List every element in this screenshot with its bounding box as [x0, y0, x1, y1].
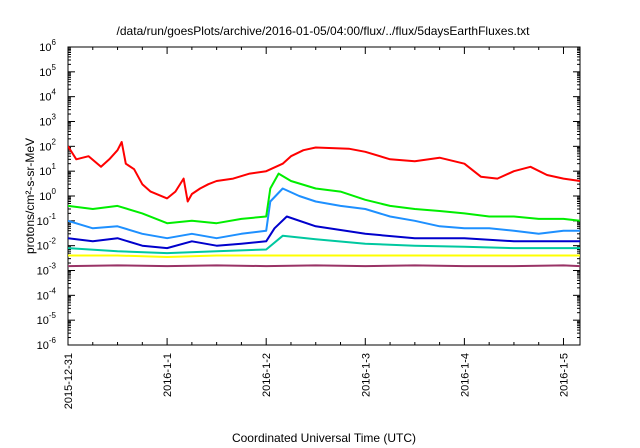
x-tick-label: 2015-12-31 — [63, 353, 75, 409]
y-tick-label: 10-2 — [37, 237, 57, 253]
y-axis-label: protons/cm²-s-sr-MeV — [23, 138, 37, 254]
y-tick-exponent: 0 — [52, 187, 57, 196]
y-tick-label: 10-6 — [37, 336, 57, 352]
y-tick-label: 104 — [39, 88, 56, 104]
y-tick-label: 103 — [39, 113, 56, 129]
flux-series-line-5 — [68, 234, 580, 255]
x-tick-label: 2016-1-4 — [459, 353, 471, 397]
y-tick-exponent: -3 — [49, 262, 57, 271]
series-layer — [68, 141, 580, 268]
y-axis: 10-610-510-410-310-210-11001011021031041… — [37, 38, 580, 352]
y-tick-exponent: -5 — [49, 311, 57, 320]
y-tick-exponent: -6 — [49, 336, 57, 345]
flux-series-line-1 — [68, 141, 580, 203]
x-tick-label: 2016-1-1 — [162, 353, 174, 397]
x-axis: 2015-12-31 2016-1-1 2016-1-2 2016-1-3 2016-1… — [63, 47, 570, 409]
y-tick-exponent: -2 — [49, 237, 57, 246]
y-tick-exponent: 4 — [52, 88, 57, 97]
x-axis-label: Coordinated Universal Time (UTC) — [232, 431, 416, 445]
y-tick-exponent: 1 — [52, 162, 57, 171]
chart-title: /data/run/goesPlots/archive/2016-01-05/0… — [117, 24, 531, 38]
y-tick-label: 100 — [39, 187, 56, 203]
flux-series-line-6 — [68, 254, 580, 258]
flux-series-line-2 — [68, 172, 580, 225]
y-tick-exponent: -4 — [49, 286, 57, 295]
x-tick-label: 2016-1-5 — [558, 353, 570, 397]
y-tick-label: 106 — [39, 38, 56, 54]
y-tick-exponent: -1 — [49, 212, 57, 221]
y-tick-label: 102 — [39, 137, 56, 153]
x-tick-label: 2016-1-2 — [261, 353, 273, 397]
y-tick-exponent: 3 — [52, 113, 57, 122]
y-tick-exponent: 2 — [52, 137, 57, 146]
y-tick-label: 10-1 — [37, 212, 57, 228]
flux-series-line-3 — [68, 187, 580, 240]
y-tick-label: 10-4 — [37, 286, 57, 302]
y-tick-label: 10-3 — [37, 262, 57, 278]
y-tick-label: 101 — [39, 162, 56, 178]
flux-series-line-4 — [68, 215, 580, 250]
flux-series-line-7 — [68, 264, 580, 268]
y-tick-label: 105 — [39, 63, 56, 79]
plot-frame — [67, 46, 581, 346]
x-tick-label: 2016-1-3 — [360, 353, 372, 397]
y-tick-exponent: 6 — [52, 38, 57, 47]
y-tick-label: 10-5 — [37, 311, 57, 327]
y-tick-exponent: 5 — [52, 63, 57, 72]
